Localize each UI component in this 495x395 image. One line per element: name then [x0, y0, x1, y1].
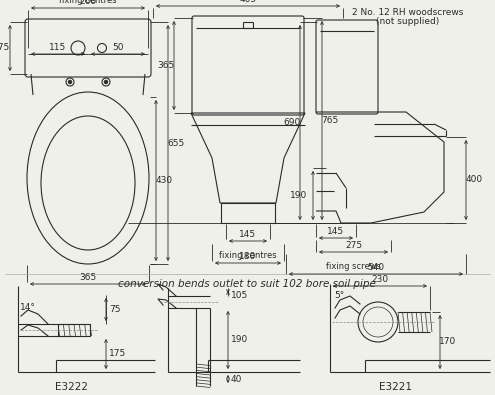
- Text: 5°: 5°: [334, 291, 344, 300]
- Text: 405: 405: [240, 0, 256, 4]
- Text: 540: 540: [367, 263, 385, 272]
- Text: 175: 175: [109, 350, 126, 359]
- Text: 115: 115: [50, 43, 67, 52]
- Text: 180: 180: [240, 252, 256, 261]
- Text: 260: 260: [79, 0, 97, 6]
- Text: 175: 175: [0, 43, 10, 53]
- Text: 275: 275: [345, 241, 362, 250]
- Text: fixing centres: fixing centres: [59, 0, 117, 5]
- Text: 190: 190: [290, 191, 307, 200]
- Text: 190: 190: [231, 335, 248, 344]
- Circle shape: [104, 80, 108, 84]
- Text: 365: 365: [157, 61, 175, 70]
- Text: 145: 145: [327, 227, 345, 236]
- Text: E3221: E3221: [379, 382, 411, 392]
- Text: fixing screws: fixing screws: [326, 262, 381, 271]
- Text: 2 No. 12 RH woodscrews: 2 No. 12 RH woodscrews: [352, 8, 464, 17]
- Text: E3222: E3222: [55, 382, 89, 392]
- Text: 430: 430: [155, 176, 173, 185]
- Circle shape: [68, 80, 72, 84]
- Text: 400: 400: [465, 175, 483, 184]
- Bar: [58, 324, 90, 336]
- Text: 655: 655: [167, 139, 185, 147]
- Text: 105: 105: [231, 290, 248, 299]
- Text: 14°: 14°: [20, 303, 36, 312]
- Text: 690: 690: [283, 118, 300, 127]
- Text: conversion bends outlet to suit 102 bore soil pipe: conversion bends outlet to suit 102 bore…: [118, 279, 376, 289]
- Text: 50: 50: [112, 43, 124, 52]
- Text: 145: 145: [240, 230, 256, 239]
- Text: 365: 365: [79, 273, 97, 282]
- Text: 75: 75: [109, 305, 120, 314]
- Text: 170: 170: [440, 337, 456, 346]
- Text: fixing centres: fixing centres: [219, 251, 277, 260]
- Bar: [221, 203, 275, 223]
- Text: 40: 40: [231, 374, 243, 384]
- Text: (not supplied): (not supplied): [376, 17, 440, 26]
- Text: 765: 765: [321, 116, 339, 125]
- Text: 230: 230: [371, 275, 389, 284]
